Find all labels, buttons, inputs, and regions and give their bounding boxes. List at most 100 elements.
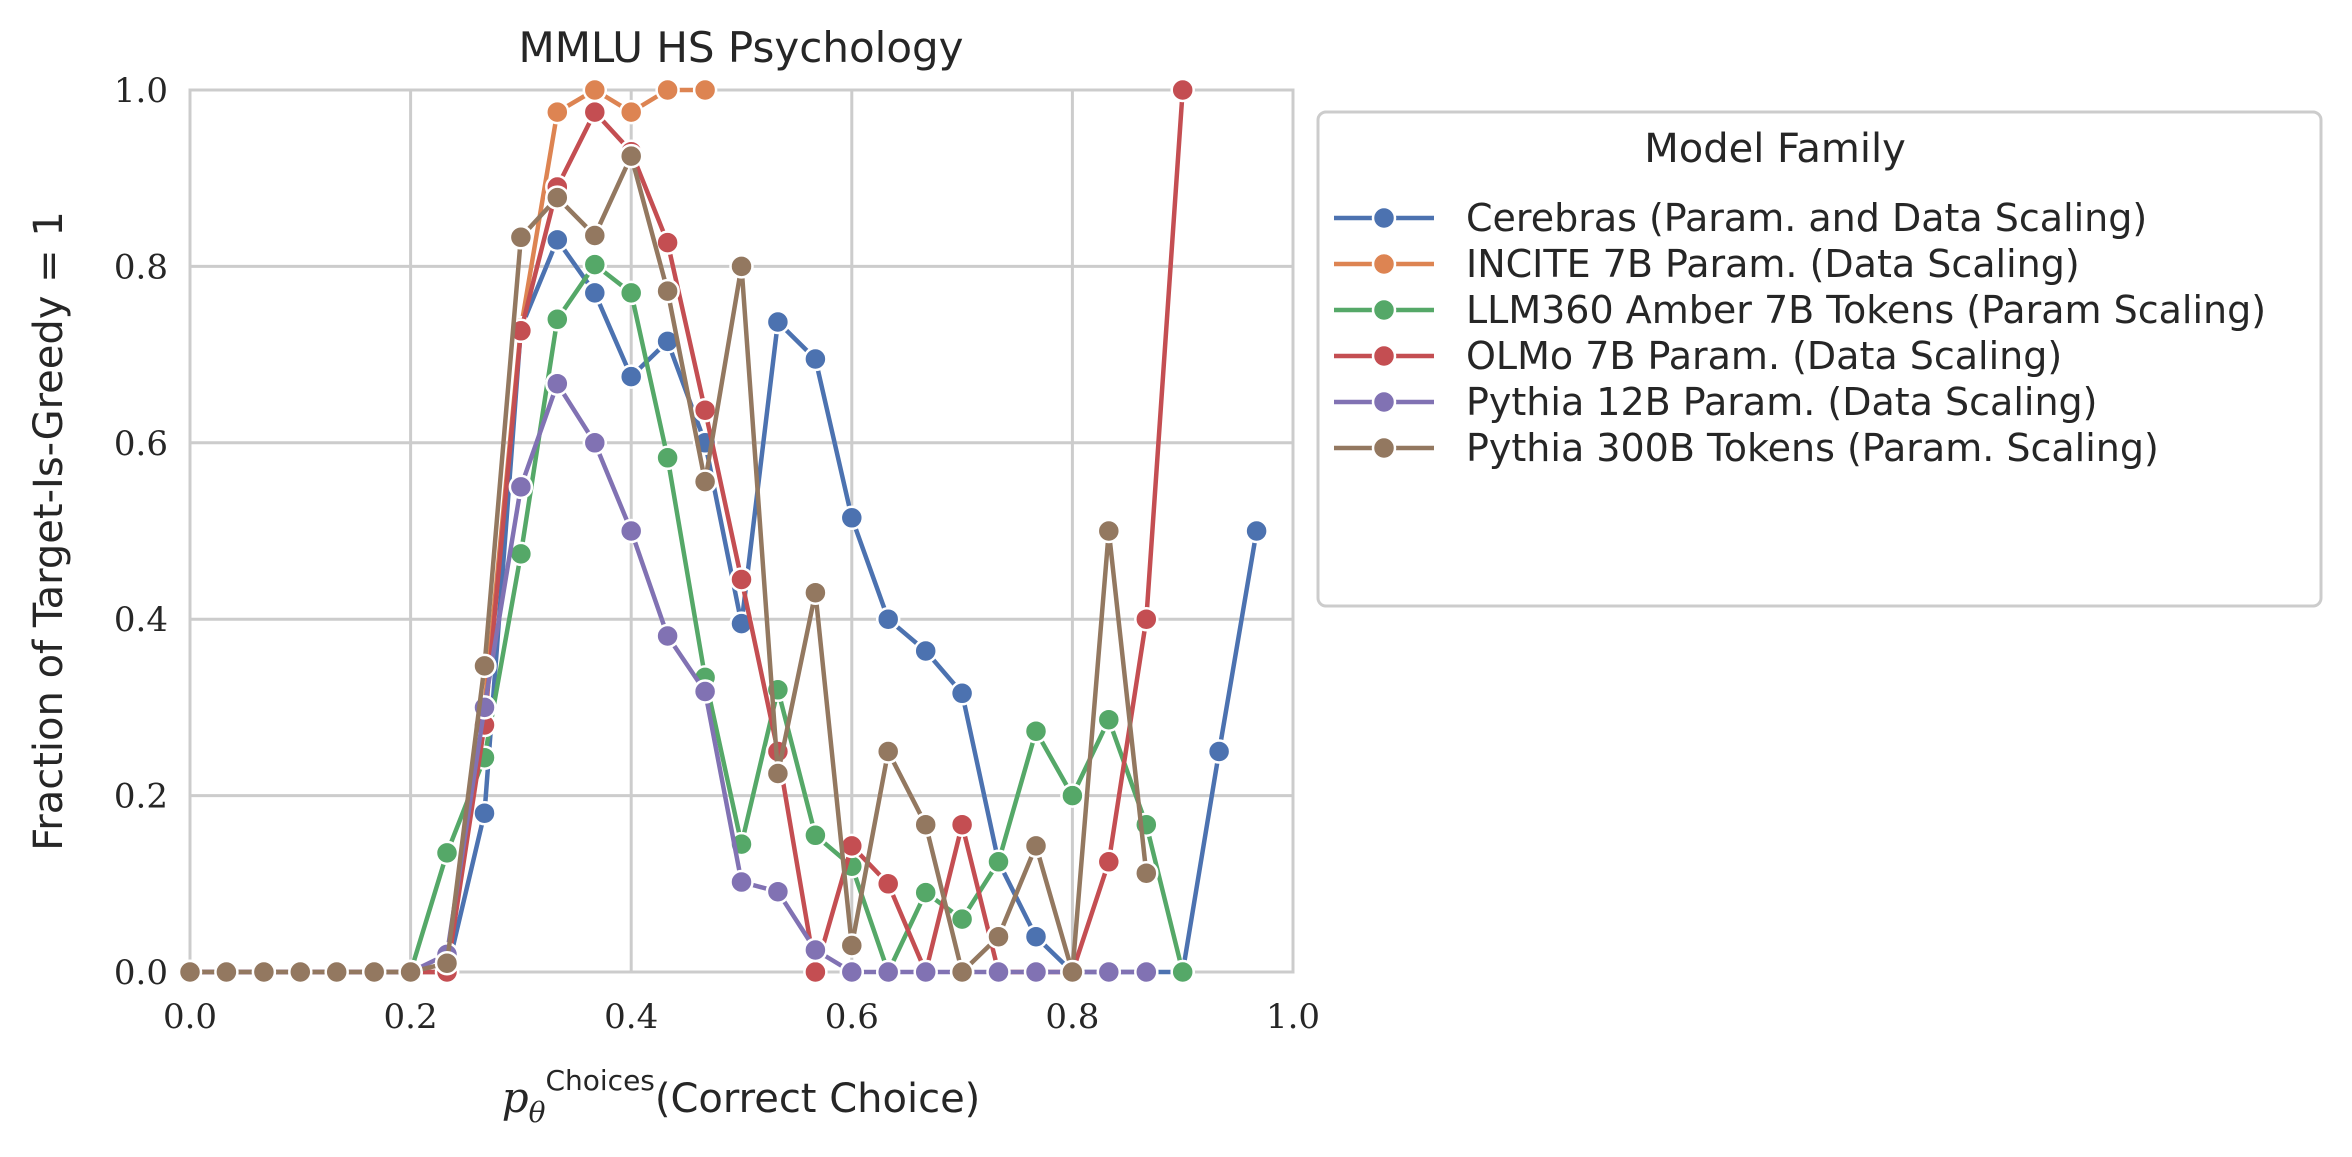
x-tick-label: 0.6 (825, 997, 879, 1037)
data-point (618, 143, 644, 169)
data-point (545, 227, 570, 253)
data-point (618, 99, 644, 125)
data-point (1023, 959, 1049, 985)
data-point (1134, 959, 1159, 985)
data-point (1096, 518, 1122, 544)
data-point (618, 364, 644, 389)
data-point (1244, 518, 1269, 544)
data-point (618, 518, 644, 544)
x-axis-superscript: Choices (545, 1064, 654, 1097)
legend-entry: LLM360 Amber 7B Tokens (Param Scaling) (1334, 288, 2266, 332)
data-point (949, 681, 975, 706)
legend-label: Pythia 12B Param. (Data Scaling) (1466, 380, 2097, 424)
data-point (582, 77, 608, 103)
data-point (949, 959, 975, 985)
data-point (913, 880, 938, 905)
x-axis-symbol: p (502, 1073, 529, 1122)
data-point (545, 185, 570, 210)
data-point (839, 933, 865, 958)
data-point (986, 924, 1011, 949)
data-point (582, 430, 608, 456)
legend-title: Model Family (1644, 126, 1906, 172)
data-point (875, 959, 901, 985)
data-point (582, 99, 608, 125)
data-point (582, 280, 608, 306)
x-tick-label: 0.0 (163, 997, 217, 1037)
series-group (177, 143, 1159, 985)
data-point (434, 950, 460, 976)
data-point (803, 959, 828, 985)
data-point (545, 307, 570, 332)
data-point (1134, 860, 1159, 886)
data-point (472, 653, 497, 679)
data-point (765, 879, 791, 904)
x-axis-title: pθChoices(Correct Choice) (502, 1064, 981, 1129)
data-point (582, 223, 608, 248)
legend-label: OLMo 7B Param. (Data Scaling) (1466, 334, 2062, 378)
data-point (214, 959, 239, 985)
data-point (472, 800, 497, 826)
data-point (1023, 924, 1049, 949)
legend-label: Cerebras (Param. and Data Scaling) (1466, 196, 2147, 240)
legend-box (1316, 110, 2323, 608)
data-point (803, 580, 828, 605)
x-tick-label: 0.4 (604, 997, 658, 1037)
data-point (803, 823, 828, 848)
data-point (913, 959, 938, 985)
legend-entry: OLMo 7B Param. (Data Scaling) (1334, 334, 2062, 378)
data-point (949, 812, 975, 837)
data-point (875, 606, 901, 632)
legend-dot-marker (1371, 435, 1397, 461)
y-axis-title: Fraction of Target-Is-Greedy = 1 (26, 211, 72, 851)
data-point (692, 77, 718, 103)
data-point (434, 840, 460, 866)
data-point (508, 474, 534, 500)
data-point (1060, 783, 1085, 808)
data-point (986, 959, 1011, 985)
data-point (324, 959, 349, 985)
data-point (655, 623, 680, 649)
y-tick-label: 1.0 (114, 71, 168, 111)
data-point (1023, 718, 1049, 744)
data-point (1206, 739, 1232, 764)
legend-entry: INCITE 7B Param. (Data Scaling) (1334, 242, 2080, 286)
x-axis-subscript: θ (529, 1096, 546, 1129)
data-point (655, 445, 680, 471)
legend-dot-marker (1371, 205, 1397, 231)
legend-dot-marker (1371, 251, 1397, 277)
tick-labels: 0.0 0.2 0.4 0.6 0.8 1.0 0.0 0.2 0.4 0.6 0.8 1.0 (114, 71, 1320, 1037)
data-point (251, 959, 277, 985)
legend-label: Pythia 300B Tokens (Param. Scaling) (1466, 426, 2159, 470)
data-point (803, 937, 828, 963)
data-point (729, 567, 754, 592)
x-tick-label: 0.8 (1045, 997, 1099, 1037)
data-point (692, 397, 718, 423)
data-point (545, 371, 570, 396)
y-tick-label: 0.2 (114, 777, 168, 817)
data-point (361, 959, 387, 985)
data-point (729, 254, 754, 279)
data-point (1096, 707, 1122, 732)
y-tick-label: 0.4 (114, 600, 168, 640)
data-point (1170, 77, 1195, 103)
data-point (655, 278, 680, 304)
legend-entry: Pythia 12B Param. (Data Scaling) (1334, 380, 2097, 424)
data-point (875, 871, 901, 897)
y-tick-label: 0.0 (114, 953, 168, 993)
series-layer (177, 77, 1269, 985)
legend-entry: Cerebras (Param. and Data Scaling) (1334, 196, 2147, 240)
x-axis-label-main: (Correct Choice) (655, 1076, 980, 1122)
data-point (177, 959, 203, 985)
data-point (582, 252, 608, 277)
data-point (803, 346, 828, 372)
legend-label: LLM360 Amber 7B Tokens (Param Scaling) (1466, 288, 2266, 332)
data-point (765, 761, 791, 786)
data-point (839, 505, 865, 531)
data-point (692, 469, 718, 494)
legend-dot-marker (1371, 297, 1397, 323)
data-point (398, 959, 423, 985)
data-point (1134, 606, 1159, 632)
data-point (839, 959, 865, 985)
legend-dot-marker (1371, 343, 1397, 369)
